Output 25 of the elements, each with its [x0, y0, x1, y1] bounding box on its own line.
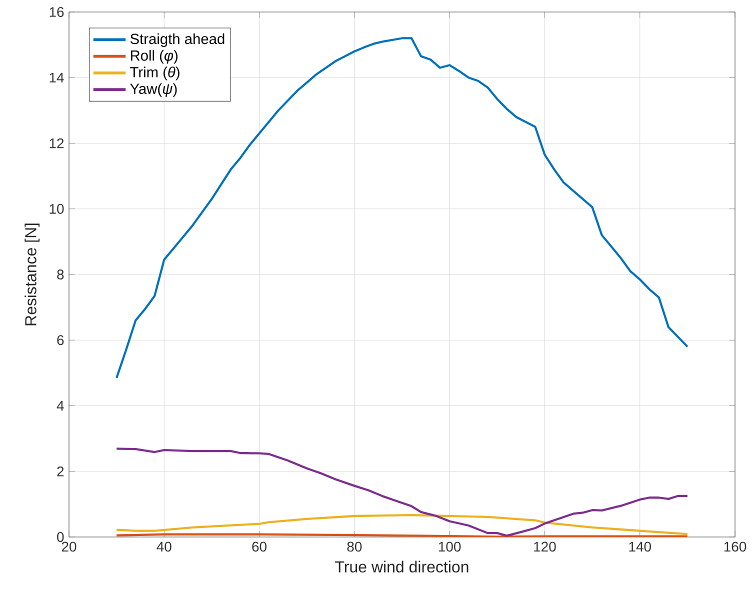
x-tick-label: 120	[534, 542, 556, 552]
y-tick-label: 2	[57, 466, 64, 476]
y-axis-title: Resistance [N]	[24, 224, 40, 326]
legend-label: Trim (θ)	[130, 66, 180, 80]
x-tick-label: 40	[156, 542, 172, 552]
y-tick-label: 6	[57, 335, 64, 346]
y-tick-label: 4	[56, 400, 64, 411]
line-series	[116, 448, 689, 537]
legend-label: Roll (φ)	[130, 50, 178, 64]
x-tick-label: 100	[438, 542, 461, 552]
y-tick-label: 12	[50, 138, 64, 148]
y-tick-label: 16	[50, 7, 64, 17]
x-tick-label: 160	[724, 542, 746, 552]
y-tick-label: 0	[57, 532, 64, 542]
y-tick-label: 8	[57, 270, 64, 280]
y-tick-label: 14	[50, 72, 64, 82]
line-series	[116, 514, 689, 536]
x-tick-label: 80	[347, 542, 362, 552]
x-axis-title: True wind direction	[335, 560, 468, 573]
y-tick-label: 10	[50, 204, 64, 214]
legend-label: Yaw(ψ)	[130, 83, 177, 97]
x-tick-label: 60	[252, 542, 267, 552]
x-tick-label: 140	[629, 542, 651, 552]
x-tick-label: 20	[62, 542, 76, 552]
legend-label: Straigth ahead	[130, 33, 224, 48]
